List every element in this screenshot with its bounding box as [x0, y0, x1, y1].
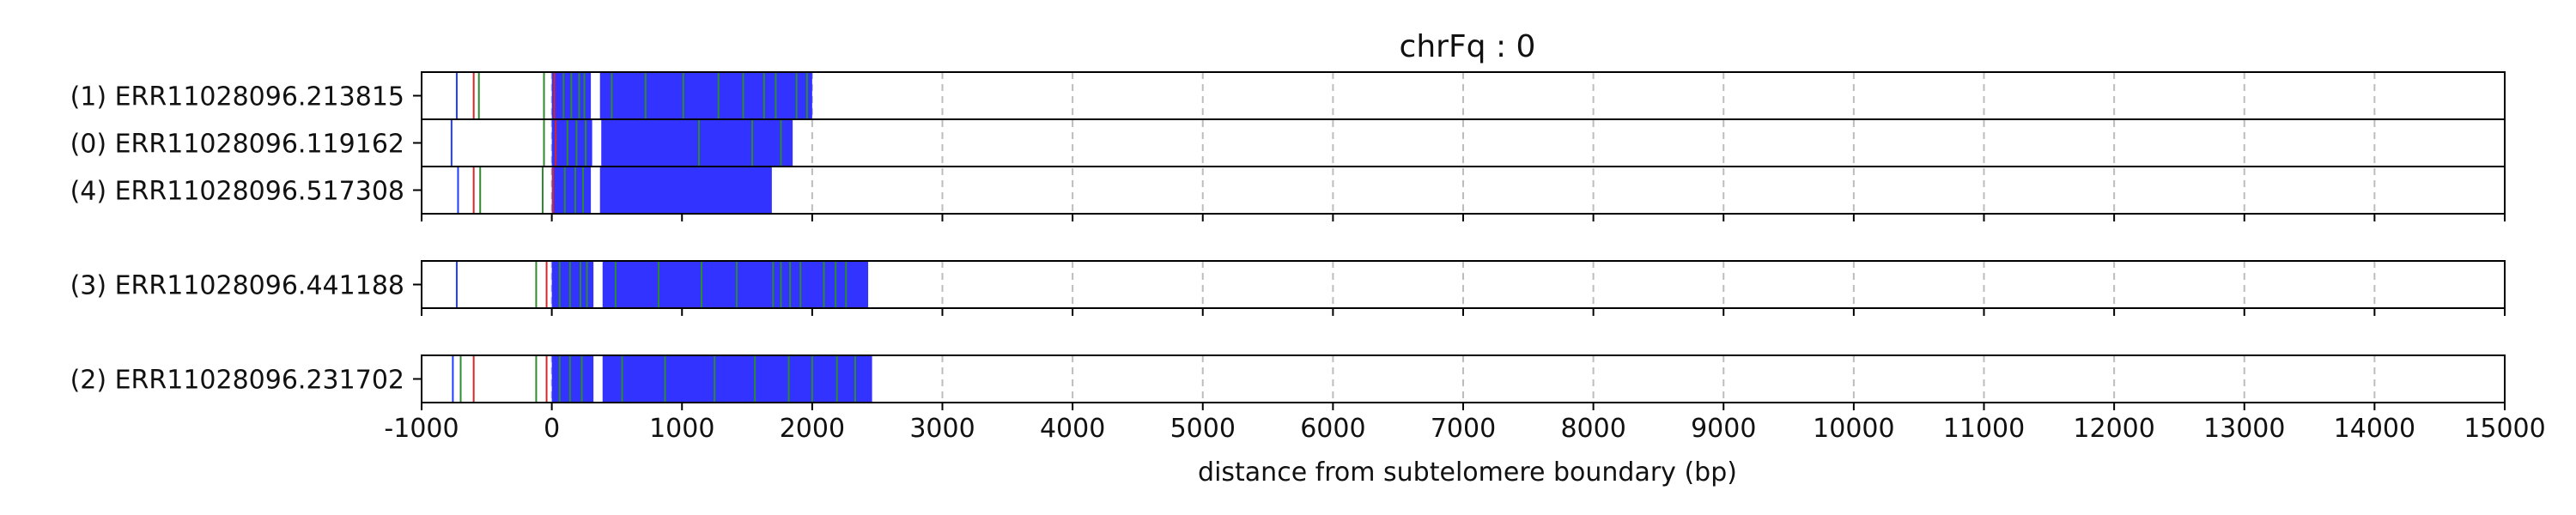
x-axis-label: distance from subtelomere boundary (bp) — [1198, 457, 1737, 488]
x-tick-label: 5000 — [1170, 414, 1236, 444]
chart-title: chrFq : 0 — [1400, 29, 1536, 64]
repeat-gap — [592, 119, 602, 167]
x-tick-label: 1000 — [649, 414, 714, 444]
x-tick-label: 6000 — [1300, 414, 1365, 444]
read-track: (0) ERR11028096.119162 — [70, 118, 2505, 167]
repeat-gap — [591, 167, 600, 214]
read-label: (1) ERR11028096.213815 — [70, 82, 404, 112]
x-tick-label: 15000 — [2464, 414, 2545, 444]
x-tick-label: -1000 — [384, 414, 459, 444]
x-tick-label: 3000 — [909, 414, 975, 444]
x-tick-label: 4000 — [1040, 414, 1105, 444]
x-tick-label: 9000 — [1691, 414, 1756, 444]
read-track: (3) ERR11028096.441188 — [70, 261, 869, 308]
read-panels: (1) ERR11028096.213815 (0) ERR11028096.11… — [70, 71, 2506, 410]
repeat-gap — [593, 355, 603, 403]
repeat-block — [551, 119, 793, 167]
read-group: (1) ERR11028096.213815 (0) ERR11028096.11… — [70, 71, 2506, 221]
x-tick-label: 14000 — [2334, 414, 2415, 444]
repeat-gap — [591, 72, 600, 119]
read-track: (1) ERR11028096.213815 — [70, 72, 812, 119]
x-tick-label: 7000 — [1431, 414, 1496, 444]
x-tick-label: 11000 — [1943, 414, 2025, 444]
read-label: (3) ERR11028096.441188 — [70, 271, 404, 301]
x-tick-label: 8000 — [1560, 414, 1625, 444]
x-tick-label: 13000 — [2203, 414, 2285, 444]
x-tick-label: 0 — [544, 414, 560, 444]
read-label: (0) ERR11028096.119162 — [70, 130, 404, 160]
x-tick-label: 12000 — [2073, 414, 2154, 444]
read-label: (4) ERR11028096.517308 — [70, 177, 404, 207]
x-tick-label: 10000 — [1813, 414, 1894, 444]
repeat-block — [551, 167, 772, 214]
read-track: (2) ERR11028096.231702 — [70, 355, 872, 403]
read-group: (3) ERR11028096.441188 — [70, 260, 2506, 316]
read-track: (4) ERR11028096.517308 — [70, 166, 2505, 214]
x-tick-label: 2000 — [780, 414, 845, 444]
repeat-block — [551, 261, 869, 308]
repeat-block — [551, 355, 872, 403]
x-axis: -1000 0 1000 2000 3000 4000 5000 6000 7000 8000 90… — [384, 414, 2545, 444]
read-label: (2) ERR11028096.231702 — [70, 366, 404, 396]
repeat-gap — [593, 261, 603, 308]
read-group: (2) ERR11028096.231702 — [70, 354, 2506, 410]
